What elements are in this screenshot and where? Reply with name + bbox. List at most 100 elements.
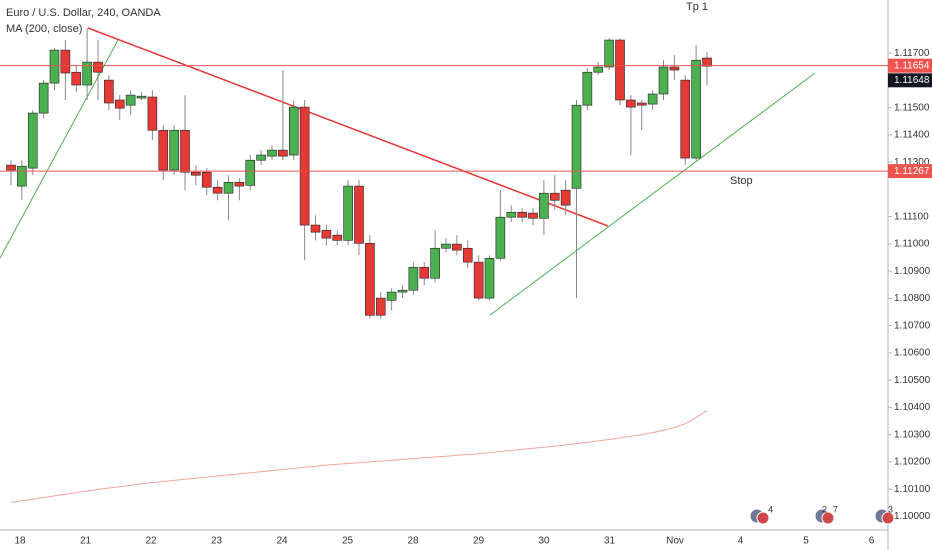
x-tick-label: 23 <box>211 536 223 547</box>
price-label: 1.11654 <box>894 60 930 71</box>
x-tick-label: 18 <box>14 536 26 547</box>
x-tick-label: 5 <box>803 536 809 547</box>
candle-body <box>626 99 636 108</box>
event-icon <box>881 511 895 525</box>
candle-body <box>495 216 506 259</box>
candle-body <box>38 82 49 114</box>
candle-body <box>680 79 691 159</box>
event-count: 2 <box>822 504 827 514</box>
candle-body <box>299 106 310 226</box>
candle-body <box>397 289 408 293</box>
x-tick-label: 31 <box>604 536 616 547</box>
candle-body <box>245 159 256 186</box>
candle-body <box>441 243 451 249</box>
candle-body <box>71 71 82 86</box>
y-tick-label: 1.11400 <box>894 130 930 141</box>
y-tick-label: 1.11300 <box>894 157 930 168</box>
y-tick-label: 1.11500 <box>894 102 930 113</box>
ma-line <box>10 409 708 503</box>
candle-body <box>473 261 484 299</box>
candle-body <box>49 49 60 84</box>
y-tick-label: 1.10900 <box>894 266 931 277</box>
candle-body <box>191 171 201 176</box>
candle-body <box>82 61 92 86</box>
candle-body <box>375 297 386 316</box>
y-tick-label: 1.10800 <box>894 293 931 304</box>
candle-body <box>669 66 680 71</box>
indicator-label: MA (200, close) <box>6 23 82 35</box>
annotation: Stop <box>730 175 753 187</box>
event-count: 7 <box>833 504 838 514</box>
y-tick-label: 1.10700 <box>894 320 931 331</box>
candle-body <box>136 95 147 99</box>
marks <box>6 28 712 503</box>
x-tick-label: 25 <box>342 536 354 547</box>
candle-body <box>223 181 234 194</box>
candle-body <box>517 211 527 218</box>
candle-body <box>560 189 571 206</box>
candle-body <box>60 49 71 74</box>
candle-body <box>636 102 647 106</box>
y-tick-label: 1.11000 <box>894 239 930 250</box>
event-icon <box>821 511 835 525</box>
candle-body <box>288 106 299 156</box>
candle-body <box>332 234 343 241</box>
last-price-bg <box>888 73 932 88</box>
candle-body <box>452 243 462 251</box>
event-count: 4 <box>768 504 773 514</box>
price-label-bg <box>888 58 932 73</box>
x-tick-label: 28 <box>407 536 419 547</box>
y-tick-label: 1.10000 <box>894 511 931 522</box>
x-tick-label: 21 <box>80 536 92 547</box>
x-tick-label: 29 <box>473 536 485 547</box>
candle-body <box>365 243 375 316</box>
x-tick-label: 22 <box>145 536 157 547</box>
candle-body <box>419 267 430 279</box>
candle-body <box>571 104 582 189</box>
x-tick-label: 6 <box>869 536 875 547</box>
candle-body <box>180 129 190 173</box>
candle-body <box>539 192 549 219</box>
price-label: 1.11267 <box>894 166 930 177</box>
candle-body <box>604 39 614 68</box>
y-tick-label: 1.11100 <box>894 211 929 222</box>
candle-body <box>430 247 440 279</box>
candle-body <box>647 93 658 105</box>
candle-body <box>386 291 397 301</box>
x-tick-label: Nov <box>666 536 684 547</box>
candle-body <box>256 154 266 161</box>
candle-body <box>125 94 136 106</box>
annotation: Tp 1 <box>686 1 708 13</box>
y-tick-label: 1.10400 <box>894 402 931 413</box>
candle-body <box>201 171 212 188</box>
y-tick-label: 1.10200 <box>894 457 931 468</box>
candle-body <box>615 39 625 101</box>
chart-title: Euro / U.S. Dollar, 240, OANDA <box>6 7 161 19</box>
trend-line <box>87 27 609 227</box>
candle-body <box>27 112 38 169</box>
candle-body <box>6 164 16 171</box>
candle-body <box>147 96 158 131</box>
candle-body <box>408 267 419 291</box>
candle-body <box>234 181 245 187</box>
x-tick-label: 24 <box>276 536 288 547</box>
trend-line <box>489 72 816 316</box>
event-count: 3 <box>888 504 893 514</box>
candle-body <box>321 229 332 239</box>
event-icon <box>756 511 770 525</box>
candle-body <box>310 224 321 233</box>
candle-body <box>484 258 495 299</box>
candle-body <box>17 165 27 187</box>
candle-body <box>114 99 125 109</box>
candle-body <box>104 79 114 104</box>
price-label-bg <box>888 164 932 179</box>
candle-body <box>212 186 223 194</box>
x-tick-label: 4 <box>738 536 744 547</box>
candle-body <box>593 66 604 73</box>
candle-body <box>462 247 473 263</box>
last-price-label: 1.11648 <box>894 75 930 86</box>
y-tick-label: 1.10300 <box>894 429 931 440</box>
candle-body <box>549 192 560 201</box>
